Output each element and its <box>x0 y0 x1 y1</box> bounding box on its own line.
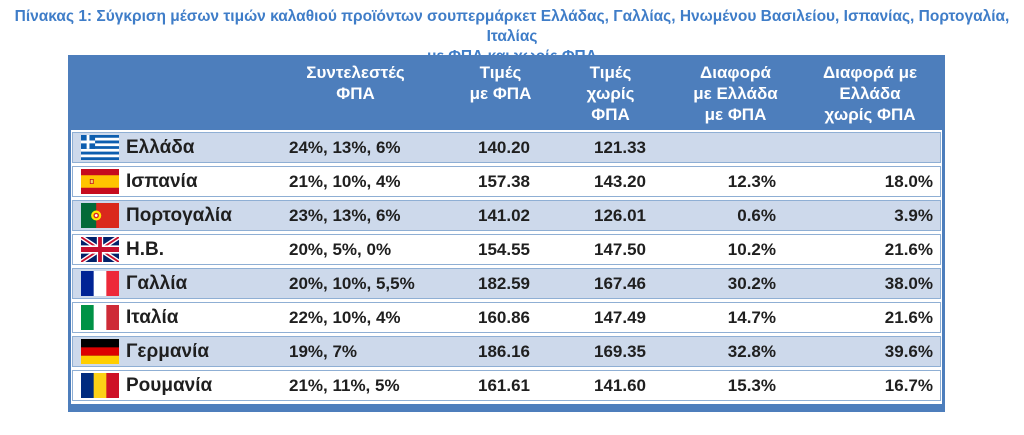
price-without-vat-cell: 126.01 <box>594 205 646 225</box>
price-with-vat-cell: 160.86 <box>478 307 530 327</box>
price-without-vat-cell: 143.20 <box>594 171 646 191</box>
flag-uk-icon <box>81 237 119 262</box>
price-with-vat-cell: 186.16 <box>478 341 530 361</box>
vat-rates-cell: 23%, 13%, 6% <box>289 205 401 225</box>
flag-france-icon <box>81 271 119 296</box>
table-row-france: Γαλλία 20%, 10%, 5,5% 182.59 167.46 30.2… <box>72 268 941 299</box>
vat-rates-cell: 21%, 11%, 5% <box>289 375 400 395</box>
country-name: Ισπανία <box>126 170 198 192</box>
country-name: Η.Β. <box>126 238 164 260</box>
header-country <box>71 55 258 130</box>
country-name: Ρουμανία <box>126 374 213 396</box>
flag-romania-icon <box>81 373 119 398</box>
price-without-vat-cell: 147.50 <box>594 239 646 259</box>
table-row-uk: Η.Β. 20%, 5%, 0% 154.55 147.50 10.2% 21.… <box>72 234 941 265</box>
price-with-vat-cell: 182.59 <box>478 273 530 293</box>
diff-with-vat-cell: 15.3% <box>727 375 776 395</box>
price-without-vat-cell: 141.60 <box>594 375 646 395</box>
diff-without-vat-cell: 3.9% <box>894 205 933 225</box>
price-with-vat-cell: 161.61 <box>478 375 530 395</box>
price-without-vat-cell: 167.46 <box>594 273 646 293</box>
country-cell: Ισπανία <box>73 169 260 194</box>
diff-with-vat-cell: 10.2% <box>727 239 776 259</box>
diff-with-vat-cell: 0.6% <box>737 205 776 225</box>
country-cell: Πορτογαλία <box>73 203 260 228</box>
price-with-vat-cell: 157.38 <box>478 171 530 191</box>
diff-without-vat-cell: 21.6% <box>884 307 933 327</box>
price-without-vat-cell: 121.33 <box>594 137 646 157</box>
vat-rates-cell: 24%, 13%, 6% <box>289 137 401 157</box>
diff-with-vat-cell: 14.7% <box>727 307 776 327</box>
vat-rates-cell: 22%, 10%, 4% <box>289 307 401 327</box>
table-bottom-bar <box>71 404 942 412</box>
price-without-vat-cell: 147.49 <box>594 307 646 327</box>
header-diff-with-vat: Διαφορά με Ελλάδα με ΦΠΑ <box>693 63 778 124</box>
country-cell: Ελλάδα <box>73 135 260 160</box>
diff-without-vat-cell: 16.7% <box>884 375 933 395</box>
diff-without-vat-cell: 39.6% <box>884 341 933 361</box>
diff-without-vat-cell: 21.6% <box>884 239 933 259</box>
country-name: Ελλάδα <box>126 136 195 158</box>
flag-italy-icon <box>81 305 119 330</box>
diff-with-vat-cell: 12.3% <box>727 171 776 191</box>
header-price-with-vat: Τιμές με ΦΠΑ <box>469 63 532 103</box>
table-row-romania: Ρουμανία 21%, 11%, 5% 161.61 141.60 15.3… <box>72 370 941 401</box>
table-row-germany: Γερμανία 19%, 7% 186.16 169.35 32.8% 39.… <box>72 336 941 367</box>
vat-rates-cell: 20%, 5%, 0% <box>289 239 392 259</box>
diff-with-vat-cell: 30.2% <box>727 273 776 293</box>
table-row-italy: Ιταλία 22%, 10%, 4% 160.86 147.49 14.7% … <box>72 302 941 333</box>
vat-rates-cell: 21%, 10%, 4% <box>289 171 401 191</box>
table-title-line1: Πίνακας 1: Σύγκριση μέσων τιμών καλαθιού… <box>14 8 1010 45</box>
flag-germany-icon <box>81 339 119 364</box>
header-diff-without-vat: Διαφορά με Ελλάδα χωρίς ΦΠΑ <box>822 63 918 124</box>
flag-greece-icon <box>81 135 119 160</box>
diff-without-vat-cell: 38.0% <box>884 273 933 293</box>
country-name: Γερμανία <box>126 340 210 362</box>
table-row-spain: Ισπανία 21%, 10%, 4% 157.38 143.20 12.3%… <box>72 166 941 197</box>
country-cell: Ρουμανία <box>73 373 260 398</box>
vat-rates-cell: 19%, 7% <box>289 341 358 361</box>
diff-with-vat-cell: 32.8% <box>727 341 776 361</box>
table-row-greece: Ελλάδα 24%, 13%, 6% 140.20 121.33 <box>72 132 941 163</box>
table-row-portugal: Πορτογαλία 23%, 13%, 6% 141.02 126.01 0.… <box>72 200 941 231</box>
country-cell: Γερμανία <box>73 339 260 364</box>
price-with-vat-cell: 154.55 <box>478 239 530 259</box>
comparison-table: Συντελεστές ΦΠΑ Τιμές με ΦΠΑ Τιμές χωρίς… <box>68 55 945 412</box>
price-without-vat-cell: 169.35 <box>594 341 646 361</box>
price-with-vat-cell: 141.02 <box>478 205 530 225</box>
header-vat-rates: Συντελεστές ΦΠΑ <box>306 63 405 103</box>
header-price-without-vat: Τιμές χωρίς ΦΠΑ <box>586 63 635 124</box>
country-name: Πορτογαλία <box>126 204 232 226</box>
diff-without-vat-cell: 18.0% <box>884 171 933 191</box>
price-with-vat-cell: 140.20 <box>478 137 530 157</box>
country-cell: Ιταλία <box>73 305 260 330</box>
country-cell: Η.Β. <box>73 237 260 262</box>
table-header-row: Συντελεστές ΦΠΑ Τιμές με ΦΠΑ Τιμές χωρίς… <box>71 55 942 130</box>
country-name: Ιταλία <box>126 306 179 328</box>
country-name: Γαλλία <box>126 272 188 294</box>
flag-portugal-icon <box>81 203 119 228</box>
country-cell: Γαλλία <box>73 271 260 296</box>
flag-spain-icon <box>81 169 119 194</box>
table-body: Ελλάδα 24%, 13%, 6% 140.20 121.33 <box>71 130 942 401</box>
vat-rates-cell: 20%, 10%, 5,5% <box>289 273 415 293</box>
